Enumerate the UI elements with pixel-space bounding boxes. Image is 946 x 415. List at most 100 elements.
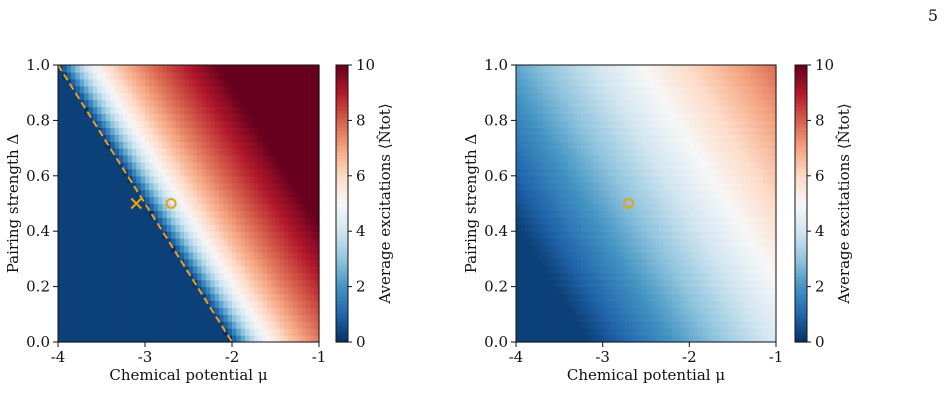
heatmap-cell [576, 265, 582, 274]
heatmap-cell [637, 279, 643, 288]
heatmap-cell [572, 265, 578, 274]
heatmap-cell [537, 161, 543, 170]
heatmap-cell [719, 127, 725, 135]
heatmap-cell [236, 168, 242, 177]
heatmap-cell [292, 321, 298, 329]
heatmap-cell [136, 251, 142, 260]
heatmap-cell [750, 182, 755, 191]
heatmap-cell [227, 258, 233, 267]
heatmap-cell [131, 335, 137, 343]
heatmap-cell [123, 245, 129, 253]
heatmap-cell [79, 203, 85, 212]
heatmap-cell [184, 155, 190, 163]
heatmap-cell [646, 251, 651, 260]
heatmap-cell [145, 141, 150, 149]
heatmap-cell [71, 279, 76, 288]
heatmap-cell [110, 245, 116, 253]
heatmap-cell [79, 307, 85, 315]
heatmap-cell [745, 251, 751, 260]
heatmap-cell [301, 134, 307, 142]
heatmap-cell [572, 293, 578, 302]
heatmap-cell [84, 335, 90, 343]
colorbar-segment [336, 148, 348, 153]
heatmap-cell [136, 148, 142, 156]
heatmap-cell [71, 189, 76, 198]
heatmap-cell [637, 245, 643, 253]
heatmap-cell [262, 279, 268, 288]
heatmap-cell [153, 148, 159, 156]
colorbar-segment [336, 137, 348, 142]
heatmap-cell [542, 251, 547, 260]
heatmap-cell [667, 92, 673, 101]
heatmap-cell [585, 293, 591, 302]
heatmap-cell [266, 71, 272, 80]
heatmap-cell [763, 106, 768, 115]
heatmap-cell [550, 251, 556, 260]
heatmap-cell [245, 120, 250, 128]
heatmap-cell [236, 265, 242, 274]
heatmap-cell [201, 328, 207, 336]
heatmap-cell [118, 238, 124, 246]
heatmap-cell [767, 231, 773, 239]
heatmap-cell [301, 71, 307, 80]
heatmap-cell [680, 217, 686, 225]
heatmap-cell [706, 314, 712, 322]
heatmap-cell [620, 78, 625, 87]
heatmap-cell [715, 272, 721, 281]
heatmap-cell [271, 92, 277, 101]
colorbar-segment [795, 307, 807, 312]
heatmap-cell [140, 217, 146, 225]
heatmap-cell [555, 196, 560, 205]
heatmap-cell [166, 210, 172, 218]
heatmap-cell [101, 99, 107, 108]
heatmap-cell [62, 238, 68, 246]
heatmap-cell [724, 141, 729, 149]
heatmap-cell [520, 175, 526, 184]
heatmap-cell [767, 134, 773, 142]
heatmap-cell [524, 92, 530, 101]
heatmap-cell [693, 203, 699, 212]
heatmap-cell [771, 127, 777, 135]
heatmap-cell [218, 328, 224, 336]
heatmap-cell [537, 251, 543, 260]
heatmap-cell [127, 120, 133, 128]
heatmap-cell [520, 238, 526, 246]
heatmap-cell [175, 65, 181, 73]
heatmap-cell [732, 335, 738, 343]
heatmap-cell [227, 210, 233, 218]
heatmap-cell [680, 293, 686, 302]
heatmap-cell [559, 279, 565, 288]
heatmap-cell [672, 251, 677, 260]
colorbar-segment [795, 200, 807, 205]
heatmap-cell [114, 141, 120, 149]
heatmap-cell [711, 335, 716, 343]
heatmap-cell [66, 134, 72, 142]
heatmap-cell [771, 210, 777, 218]
heatmap-cell [162, 182, 168, 191]
heatmap-cell [58, 78, 63, 87]
heatmap-cell [301, 120, 307, 128]
heatmap-cell [301, 286, 307, 295]
heatmap-cell [166, 245, 172, 253]
heatmap-cell [140, 272, 146, 281]
heatmap-cell [750, 238, 755, 246]
heatmap-cell [131, 113, 137, 121]
heatmap-cell [118, 272, 124, 281]
heatmap-cell [58, 210, 63, 218]
heatmap-cell [702, 92, 708, 101]
heatmap-cell [741, 279, 747, 288]
heatmap-cell [101, 238, 107, 246]
heatmap-cell [79, 300, 85, 308]
heatmap-cell [218, 168, 224, 177]
heatmap-cell [585, 161, 591, 170]
heatmap-cell [227, 328, 233, 336]
heatmap-cell [240, 224, 246, 232]
heatmap-cell [123, 314, 129, 322]
heatmap-cell [179, 245, 185, 253]
heatmap-cell [667, 71, 673, 80]
heatmap-cell [689, 279, 695, 288]
heatmap-cell [680, 175, 686, 184]
colorbar-segment [336, 317, 348, 322]
heatmap-cell [149, 265, 155, 274]
heatmap-cell [110, 314, 116, 322]
